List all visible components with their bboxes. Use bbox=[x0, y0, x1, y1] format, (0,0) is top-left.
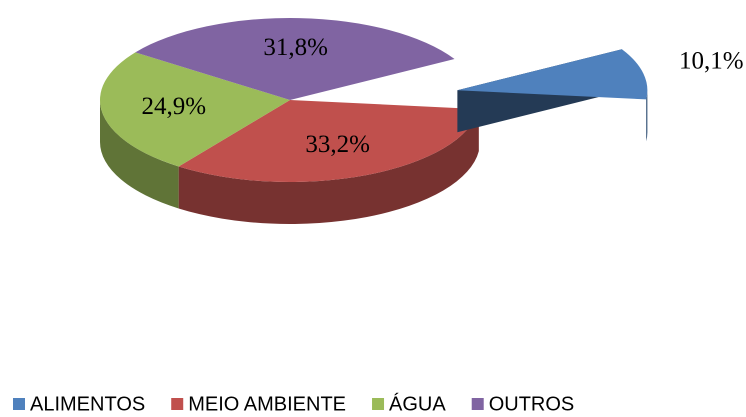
slice-side bbox=[100, 100, 179, 209]
slice bbox=[99, 52, 290, 167]
legend-swatch bbox=[372, 398, 385, 410]
slice bbox=[135, 18, 455, 100]
value-label: 33,2% bbox=[305, 131, 370, 158]
value-label: 24,9% bbox=[141, 93, 206, 120]
slice-side bbox=[178, 109, 479, 225]
slice bbox=[178, 100, 479, 183]
legend-label: MEIO AMBIENTE bbox=[188, 393, 346, 415]
slice bbox=[457, 49, 648, 100]
legend-swatch bbox=[471, 398, 484, 410]
legend-swatch bbox=[13, 398, 25, 410]
legend-label: OUTROS bbox=[489, 393, 575, 415]
slice-side bbox=[646, 90, 648, 142]
value-label: 31,8% bbox=[263, 34, 328, 61]
legend-label: ÁGUA bbox=[389, 392, 446, 415]
legend-label: ALIMENTOS bbox=[30, 393, 145, 415]
legend-swatch bbox=[171, 398, 184, 410]
value-label: 10,1% bbox=[679, 48, 744, 75]
